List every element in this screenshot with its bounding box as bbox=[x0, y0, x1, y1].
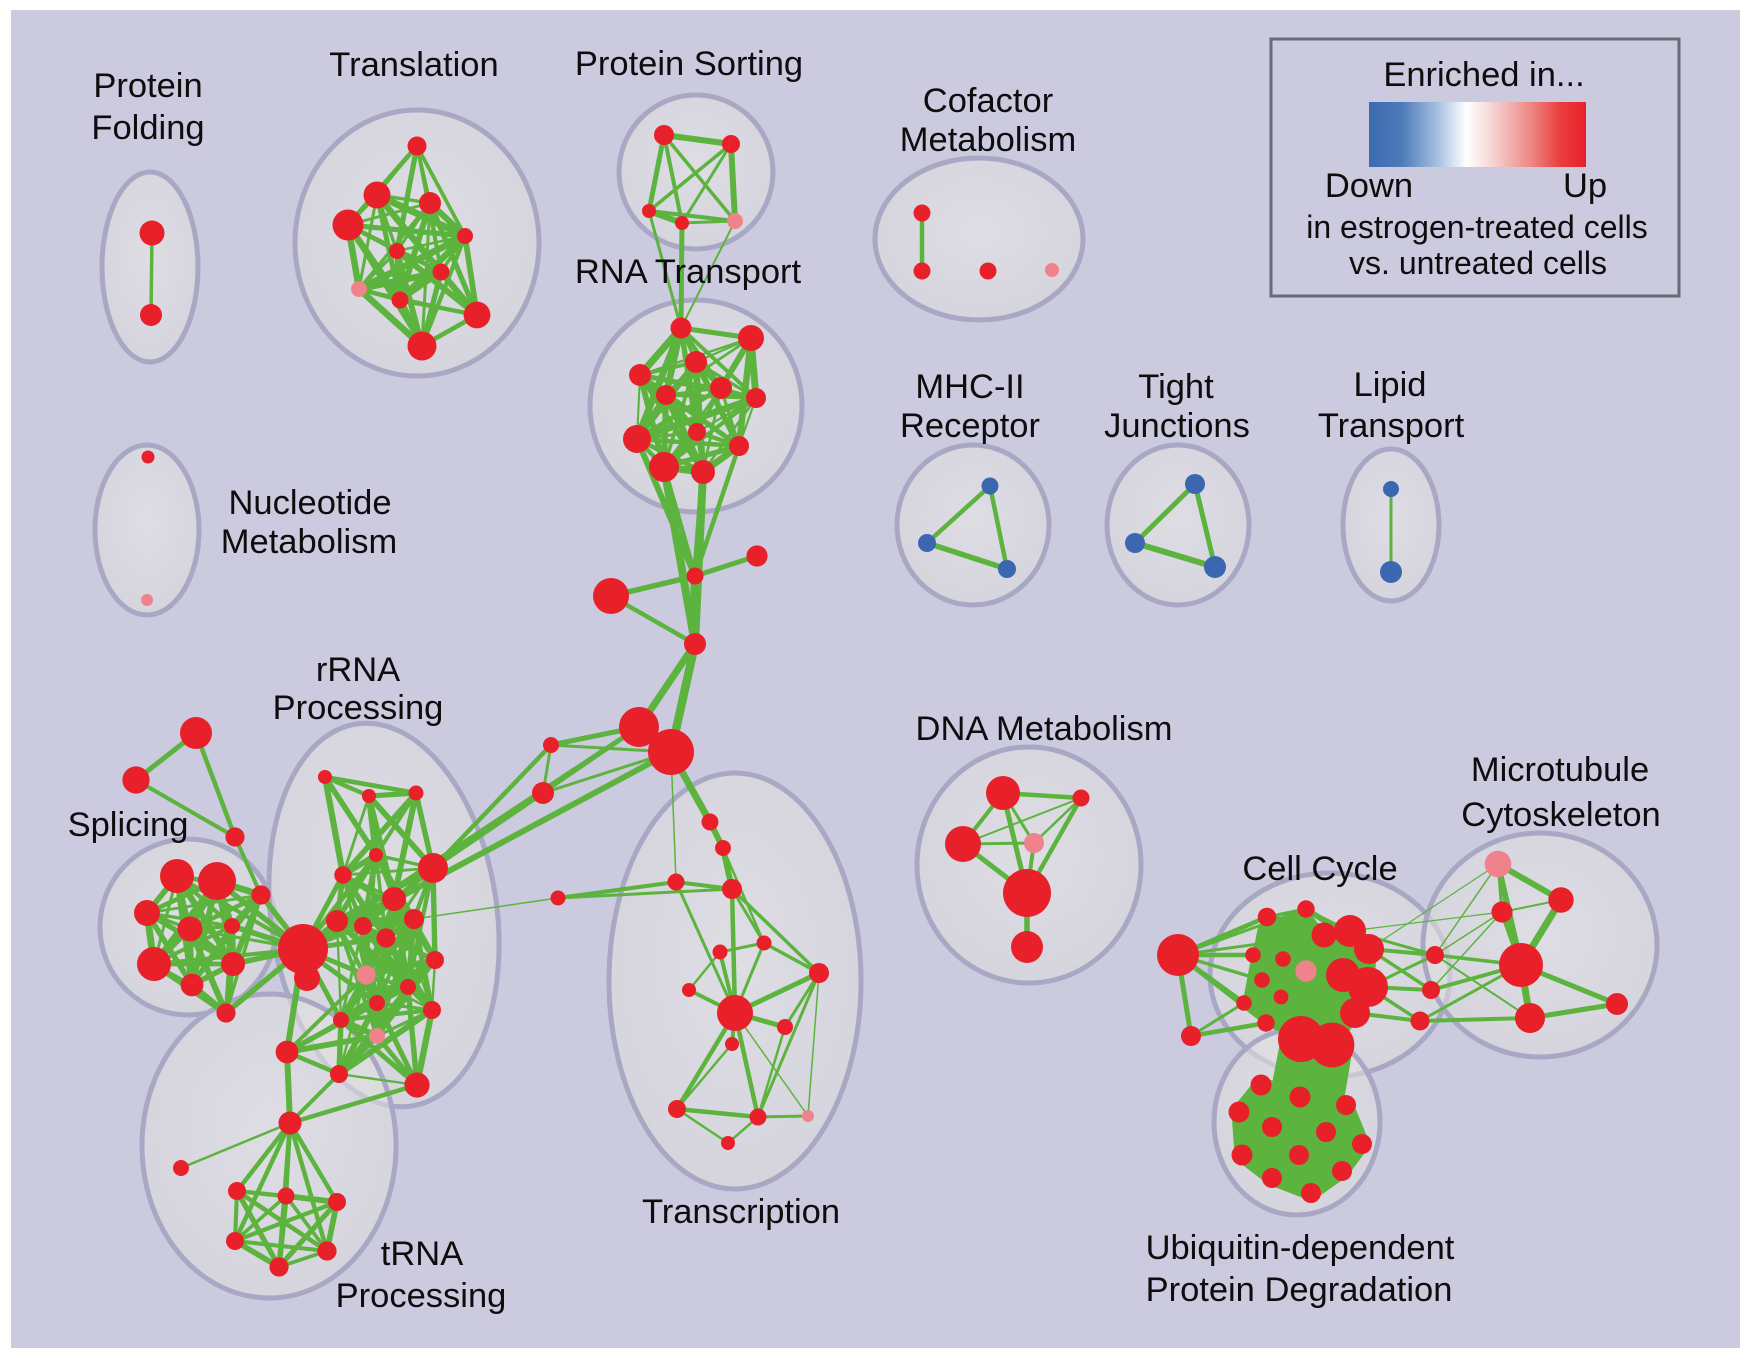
svg-text:Tight: Tight bbox=[1138, 368, 1214, 406]
svg-text:Protein Sorting: Protein Sorting bbox=[575, 45, 803, 83]
svg-text:in estrogen-treated cells: in estrogen-treated cells bbox=[1306, 209, 1648, 245]
svg-text:Ubiquitin-dependent: Ubiquitin-dependent bbox=[1146, 1229, 1455, 1267]
svg-text:Microtubule: Microtubule bbox=[1471, 751, 1649, 789]
svg-text:Nucleotide: Nucleotide bbox=[228, 484, 391, 522]
svg-text:Protein: Protein bbox=[93, 67, 202, 105]
svg-text:Cytoskeleton: Cytoskeleton bbox=[1461, 796, 1660, 834]
svg-text:Protein Degradation: Protein Degradation bbox=[1146, 1271, 1453, 1309]
svg-text:Cofactor: Cofactor bbox=[923, 82, 1053, 120]
svg-text:Enriched in...: Enriched in... bbox=[1383, 56, 1584, 94]
svg-text:Up: Up bbox=[1563, 167, 1607, 205]
svg-text:RNA Transport: RNA Transport bbox=[575, 253, 802, 291]
svg-text:tRNA: tRNA bbox=[381, 1235, 463, 1273]
svg-text:Transport: Transport bbox=[1318, 407, 1465, 445]
svg-text:Junctions: Junctions bbox=[1104, 407, 1250, 445]
svg-text:rRNA: rRNA bbox=[316, 651, 400, 689]
svg-text:Metabolism: Metabolism bbox=[221, 523, 397, 561]
svg-text:Receptor: Receptor bbox=[900, 407, 1040, 445]
svg-text:Splicing: Splicing bbox=[68, 806, 189, 844]
svg-text:Translation: Translation bbox=[329, 46, 498, 84]
svg-text:vs. untreated cells: vs. untreated cells bbox=[1349, 245, 1607, 281]
svg-text:Down: Down bbox=[1325, 167, 1413, 205]
svg-text:Lipid: Lipid bbox=[1354, 366, 1427, 404]
svg-text:DNA Metabolism: DNA Metabolism bbox=[916, 710, 1173, 748]
svg-text:Folding: Folding bbox=[91, 109, 204, 147]
svg-text:Cell Cycle: Cell Cycle bbox=[1242, 850, 1397, 888]
svg-text:Processing: Processing bbox=[273, 689, 444, 727]
svg-text:Metabolism: Metabolism bbox=[900, 121, 1076, 159]
svg-text:Transcription: Transcription bbox=[642, 1193, 840, 1231]
svg-text:MHC-II: MHC-II bbox=[915, 368, 1024, 406]
svg-text:Processing: Processing bbox=[336, 1277, 507, 1315]
